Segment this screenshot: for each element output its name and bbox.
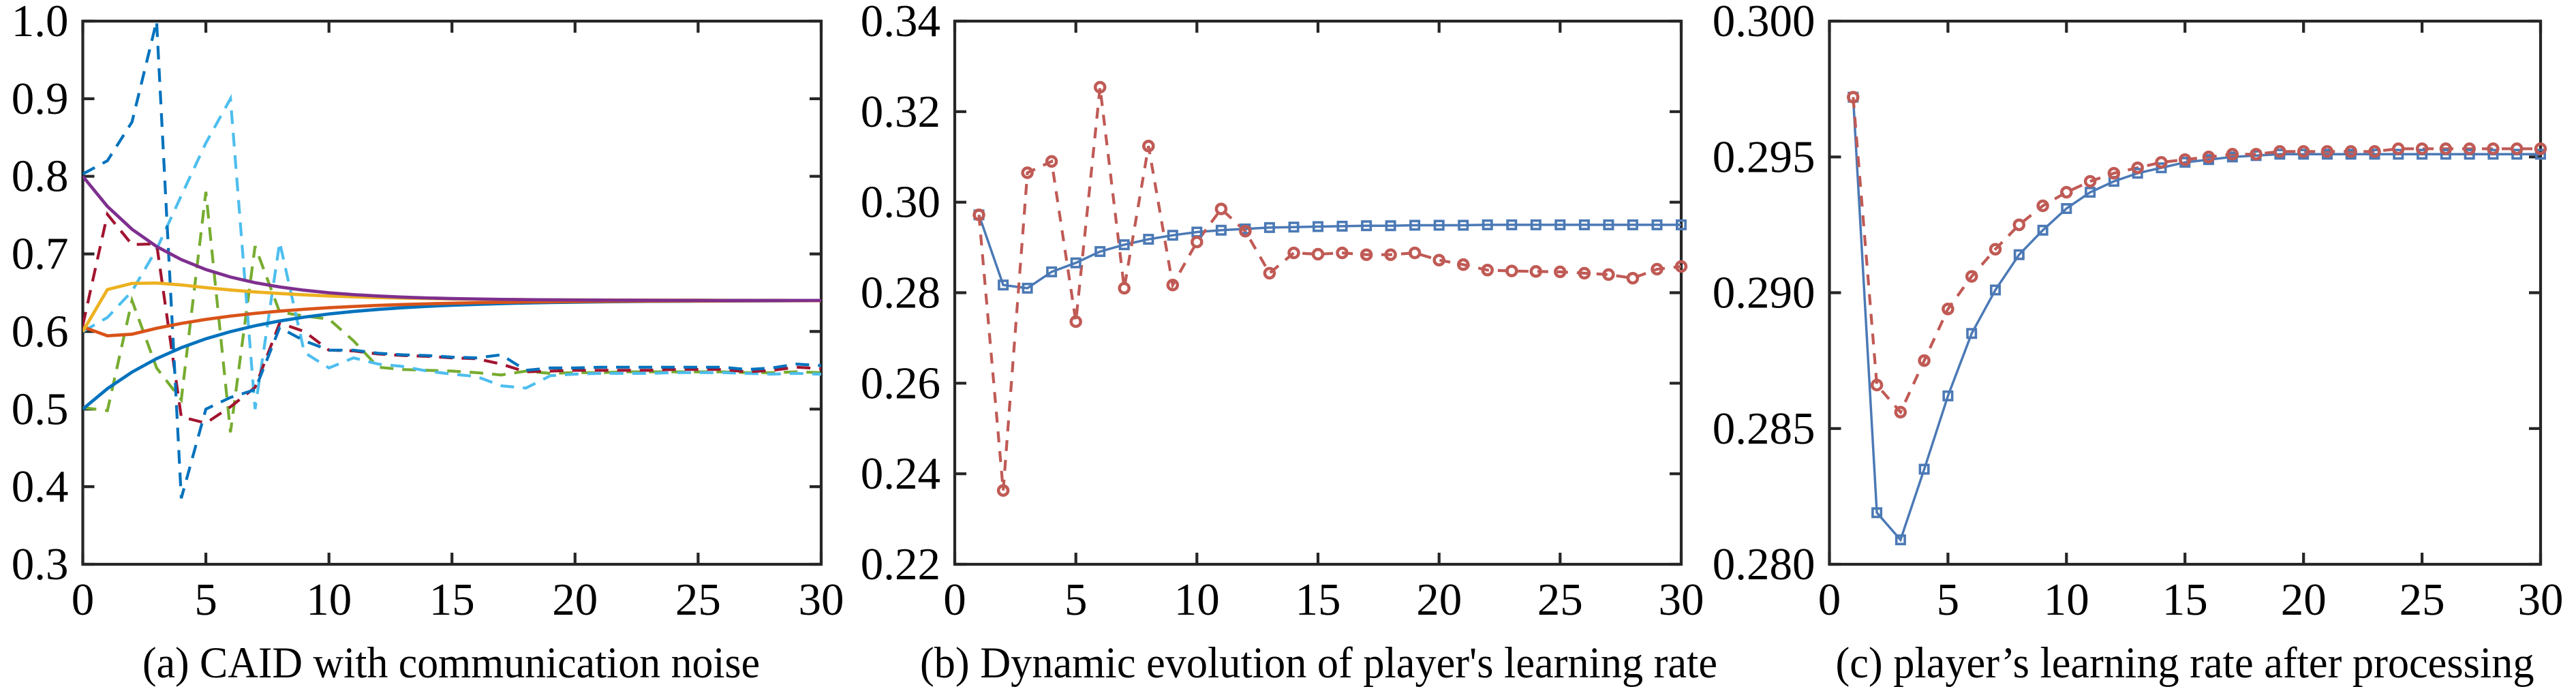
svg-text:15: 15 (1295, 575, 1341, 625)
svg-text:0.280: 0.280 (1713, 539, 1815, 590)
svg-text:10: 10 (1174, 575, 1220, 625)
svg-text:0.32: 0.32 (861, 87, 940, 137)
svg-text:(a) CAID with communication no: (a) CAID with communication noise (142, 639, 760, 688)
svg-text:0: 0 (1818, 575, 1841, 625)
svg-text:0.4: 0.4 (12, 461, 69, 512)
svg-text:5: 5 (194, 575, 217, 625)
svg-text:20: 20 (2281, 575, 2327, 625)
svg-text:0: 0 (72, 575, 95, 625)
svg-text:30: 30 (1659, 575, 1704, 625)
svg-text:10: 10 (306, 575, 352, 625)
svg-text:15: 15 (2162, 575, 2208, 625)
svg-text:0.22: 0.22 (861, 539, 940, 590)
svg-text:25: 25 (2399, 575, 2445, 625)
svg-text:0.5: 0.5 (12, 384, 69, 434)
svg-text:0.3: 0.3 (12, 539, 69, 590)
svg-text:0.24: 0.24 (861, 448, 940, 499)
svg-text:5: 5 (1937, 575, 1960, 625)
svg-text:0.6: 0.6 (12, 306, 69, 356)
svg-text:0: 0 (943, 575, 966, 625)
svg-text:1.0: 1.0 (12, 0, 69, 46)
svg-text:30: 30 (799, 575, 844, 625)
svg-text:0.30: 0.30 (861, 177, 940, 228)
svg-text:0.300: 0.300 (1713, 0, 1815, 46)
svg-text:20: 20 (552, 575, 598, 625)
svg-text:(c) player’s learning rate aft: (c) player’s learning rate after process… (1836, 639, 2534, 688)
svg-text:0.28: 0.28 (861, 268, 940, 318)
svg-text:0.7: 0.7 (12, 229, 69, 279)
svg-text:20: 20 (1416, 575, 1462, 625)
svg-text:25: 25 (675, 575, 721, 625)
svg-text:0.9: 0.9 (12, 74, 69, 124)
svg-text:0.8: 0.8 (12, 151, 69, 202)
svg-text:0.34: 0.34 (861, 0, 940, 46)
svg-text:5: 5 (1064, 575, 1088, 625)
svg-text:30: 30 (2518, 575, 2564, 625)
svg-text:0.285: 0.285 (1713, 403, 1815, 454)
svg-text:15: 15 (429, 575, 475, 625)
svg-text:10: 10 (2044, 575, 2089, 625)
svg-text:0.26: 0.26 (861, 358, 940, 408)
svg-text:25: 25 (1537, 575, 1583, 625)
svg-text:0.290: 0.290 (1713, 268, 1815, 318)
svg-text:0.295: 0.295 (1713, 132, 1815, 182)
svg-text:(b) Dynamic evolution of playe: (b) Dynamic evolution of player's learni… (920, 639, 1717, 688)
